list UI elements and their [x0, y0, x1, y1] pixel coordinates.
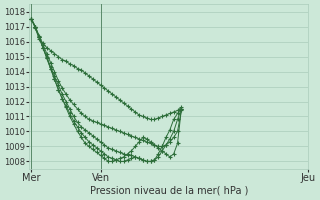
- X-axis label: Pression niveau de la mer( hPa ): Pression niveau de la mer( hPa ): [90, 186, 248, 196]
